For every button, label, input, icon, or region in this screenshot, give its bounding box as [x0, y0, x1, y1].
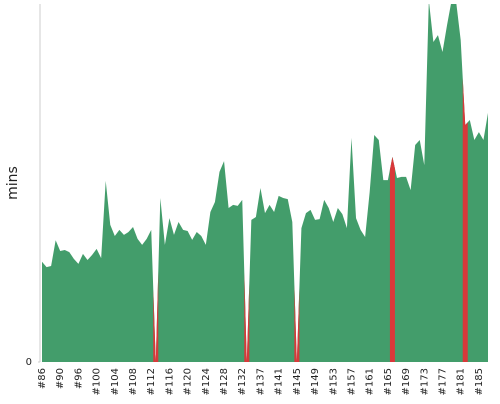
- x-tick-label: #128: [219, 368, 230, 395]
- x-tick-label: #181: [456, 368, 467, 395]
- failed-build: [244, 272, 250, 362]
- x-tick-label: #141: [274, 368, 285, 395]
- x-tick-label: #108: [128, 368, 139, 395]
- y-tick-label: 0: [26, 357, 32, 368]
- x-tick-label: #100: [92, 368, 103, 395]
- x-tick-label: #173: [419, 368, 430, 395]
- x-tick-label: #145: [292, 368, 303, 395]
- x-tick-label: #161: [365, 368, 376, 395]
- x-tick-label: #90: [55, 368, 66, 389]
- area: [42, 4, 488, 362]
- failed-build: [462, 78, 468, 362]
- failed-build: [153, 271, 159, 362]
- x-tick-label: #124: [201, 368, 212, 395]
- x-tick-label: #165: [383, 368, 394, 395]
- failed-build: [389, 156, 395, 362]
- x-tick-label: #96: [73, 368, 84, 389]
- plot-area: [42, 4, 488, 362]
- x-tick-label: #157: [346, 368, 357, 395]
- x-tick-label: #169: [401, 368, 412, 395]
- x-tick-label: #116: [164, 368, 175, 395]
- x-tick-label: #86: [37, 368, 48, 389]
- x-tick-label: #149: [310, 368, 321, 395]
- x-tick-label: #112: [146, 368, 157, 395]
- x-tick-label: #177: [437, 368, 448, 395]
- x-tick-label: #120: [183, 368, 194, 395]
- failed-build: [294, 285, 300, 362]
- x-tick-label: #132: [237, 368, 248, 395]
- y-axis-label: mins: [5, 166, 21, 200]
- x-tick-label: #185: [474, 368, 485, 395]
- x-tick-label: #153: [328, 368, 339, 395]
- x-tick-label: #104: [110, 368, 121, 395]
- x-tick-label: #137: [255, 368, 266, 395]
